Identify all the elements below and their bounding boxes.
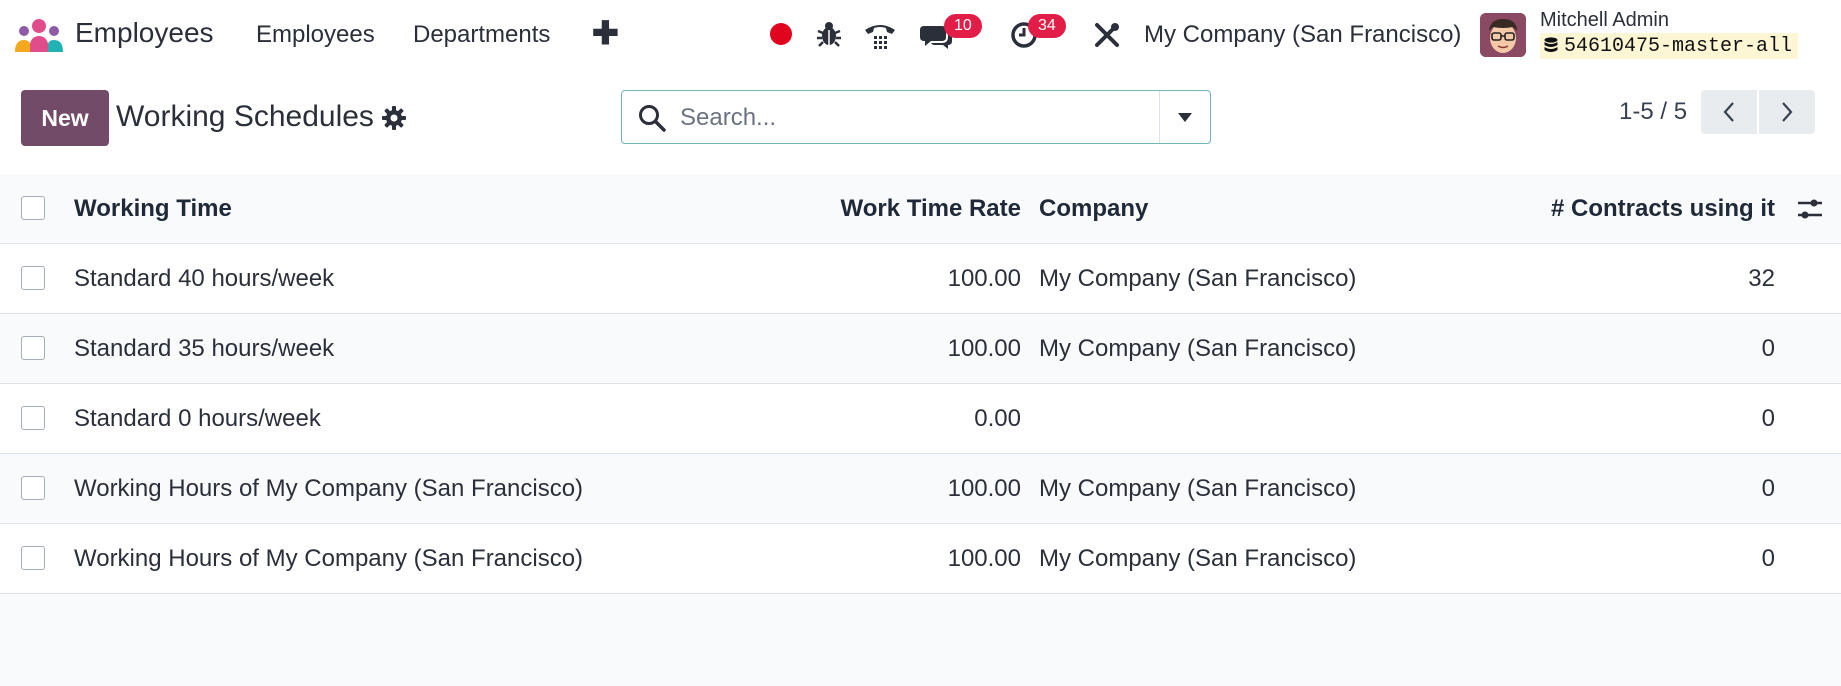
cell-work-time-rate: 0.00 <box>974 405 1021 432</box>
cell-contracts: 0 <box>1761 405 1775 432</box>
table-row[interactable]: Working Hours of My Company (San Francis… <box>0 524 1841 594</box>
cell-work-time-rate: 100.00 <box>947 475 1021 502</box>
phone-icon[interactable] <box>863 20 897 50</box>
row-checkbox[interactable] <box>21 266 45 290</box>
chevron-left-icon <box>1723 102 1734 122</box>
top-navbar: Employees Employees Departments ✚ 10 34 <box>0 0 1841 70</box>
database-name: 54610475-master-all <box>1540 33 1799 59</box>
user-avatar-icon <box>1480 13 1526 57</box>
search-options-toggle[interactable] <box>1159 91 1210 143</box>
column-header-contracts[interactable]: # Contracts using it <box>1550 195 1775 222</box>
user-name[interactable]: Mitchell Admin <box>1540 9 1669 31</box>
column-header-working-time[interactable]: Working Time <box>74 195 232 222</box>
table-row[interactable]: Standard 0 hours/week 0.00 0 <box>0 384 1841 454</box>
cell-contracts: 32 <box>1748 265 1775 292</box>
user-avatar[interactable] <box>1480 13 1526 57</box>
cell-working-time: Working Hours of My Company (San Francis… <box>74 475 584 502</box>
messages-count-badge: 10 <box>944 14 982 38</box>
cell-working-time: Standard 0 hours/week <box>74 405 321 432</box>
table-row[interactable]: Working Hours of My Company (San Francis… <box>0 454 1841 524</box>
search-input[interactable] <box>678 101 1132 135</box>
row-checkbox[interactable] <box>21 406 45 430</box>
debug-bug-icon[interactable] <box>816 20 842 48</box>
cell-company: My Company (San Francisco) <box>1039 475 1357 502</box>
cell-working-time: Working Hours of My Company (San Francis… <box>74 545 584 572</box>
gear-icon[interactable] <box>382 106 406 130</box>
row-checkbox[interactable] <box>21 476 45 500</box>
search-bar <box>621 90 1211 144</box>
messages-icon[interactable] <box>920 22 952 50</box>
row-checkbox[interactable] <box>21 336 45 360</box>
cell-contracts: 0 <box>1761 335 1775 362</box>
add-menu-icon[interactable]: ✚ <box>592 15 619 51</box>
new-button[interactable]: New <box>21 90 109 146</box>
database-label: 54610475-master-all <box>1564 34 1793 58</box>
settings-tools-icon[interactable] <box>1093 21 1121 49</box>
employees-app-icon[interactable] <box>15 18 63 54</box>
select-all-checkbox[interactable] <box>21 196 45 220</box>
cell-work-time-rate: 100.00 <box>947 545 1021 572</box>
working-schedules-table: Working Time Work Time Rate Company # Co… <box>0 174 1841 594</box>
company-switcher[interactable]: My Company (San Francisco) <box>1144 21 1462 48</box>
column-header-company[interactable]: Company <box>1039 195 1149 222</box>
table-header: Working Time Work Time Rate Company # Co… <box>0 174 1841 244</box>
table-row[interactable]: Standard 40 hours/week 100.00 My Company… <box>0 244 1841 314</box>
pager-value[interactable]: 1-5 / 5 <box>1619 98 1688 125</box>
control-panel: New Working Schedules 1-5 / 5 <box>0 70 1841 175</box>
search-icon <box>639 105 666 132</box>
cell-contracts: 0 <box>1761 545 1775 572</box>
chevron-right-icon <box>1782 102 1793 122</box>
cell-company: My Company (San Francisco) <box>1039 265 1357 292</box>
column-header-work-time-rate[interactable]: Work Time Rate <box>840 195 1021 222</box>
pager-next-button[interactable] <box>1759 90 1815 134</box>
cell-working-time: Standard 35 hours/week <box>74 335 335 362</box>
caret-down-icon <box>1178 112 1192 122</box>
cell-company: My Company (San Francisco) <box>1039 545 1357 572</box>
cell-company: My Company (San Francisco) <box>1039 335 1357 362</box>
optional-columns-icon[interactable] <box>1797 196 1823 222</box>
pager-previous-button[interactable] <box>1701 90 1757 134</box>
menu-departments[interactable]: Departments <box>413 21 551 48</box>
cell-contracts: 0 <box>1761 475 1775 502</box>
row-checkbox[interactable] <box>21 546 45 570</box>
recording-icon[interactable] <box>770 23 792 45</box>
page-title[interactable]: Working Schedules <box>116 100 374 133</box>
table-row[interactable]: Standard 35 hours/week 100.00 My Company… <box>0 314 1841 384</box>
app-name[interactable]: Employees <box>75 17 214 48</box>
cell-work-time-rate: 100.00 <box>947 335 1021 362</box>
cell-work-time-rate: 100.00 <box>947 265 1021 292</box>
database-icon <box>1544 37 1558 52</box>
cell-working-time: Standard 40 hours/week <box>74 265 335 292</box>
activities-count-badge: 34 <box>1028 14 1066 38</box>
menu-employees[interactable]: Employees <box>256 21 375 48</box>
